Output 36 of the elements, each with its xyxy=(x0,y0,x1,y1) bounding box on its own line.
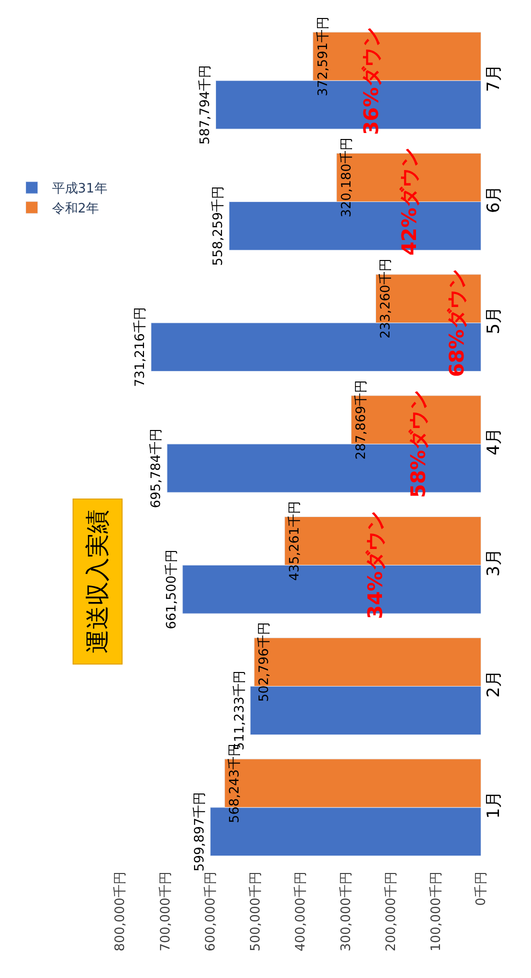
data-label: 287,869千円 xyxy=(354,380,370,460)
y-tick-label: 7月 xyxy=(484,64,504,92)
x-tick-label: 800,000千円 xyxy=(113,872,128,952)
annotation: 58%ダウン xyxy=(406,390,430,498)
data-label: 320,180千円 xyxy=(340,138,355,218)
legend-label: 平成31年 xyxy=(52,182,108,197)
data-label: 502,796千円 xyxy=(257,622,272,702)
data-label: 233,260千円 xyxy=(378,258,394,339)
data-label: 695,784千円 xyxy=(149,428,164,508)
x-tick-label: 400,000千円 xyxy=(294,872,309,952)
y-tick-label: 4月 xyxy=(484,428,504,456)
x-tick-label: 0千円 xyxy=(474,872,490,906)
x-tick-label: 700,000千円 xyxy=(158,872,174,952)
x-tick-label: 200,000千円 xyxy=(384,872,399,952)
legend-label: 令和2年 xyxy=(52,202,100,217)
y-tick-label: 2月 xyxy=(484,670,504,698)
annotation: 42%ダウン xyxy=(397,148,422,256)
x-tick-label: 500,000千円 xyxy=(248,872,264,952)
x-tick-label: 600,000千円 xyxy=(203,872,218,952)
y-tick-label: 6月 xyxy=(484,185,504,214)
data-label: 599,897千円 xyxy=(192,792,208,872)
annotation: 68%ダウン xyxy=(444,269,468,378)
text: 運送収入実績 xyxy=(84,510,112,654)
y-tick-label: 1月 xyxy=(484,790,504,819)
data-label: 661,500千円 xyxy=(164,549,180,630)
x-tick-label: 300,000千円 xyxy=(338,872,354,952)
data-label: 587,794千円 xyxy=(198,64,213,145)
data-label: 731,216千円 xyxy=(133,307,148,387)
data-label: 372,591千円 xyxy=(316,16,331,96)
y-tick-label: 3月 xyxy=(484,548,504,577)
annotation: 34%ダウン xyxy=(362,511,387,620)
data-label: 558,259千円 xyxy=(211,186,226,266)
annotation: 36%ダウン xyxy=(358,27,383,136)
x-tick-label: 100,000千円 xyxy=(429,872,444,952)
data-label: 435,261千円 xyxy=(288,501,303,581)
y-tick-label: 5月 xyxy=(484,306,504,334)
